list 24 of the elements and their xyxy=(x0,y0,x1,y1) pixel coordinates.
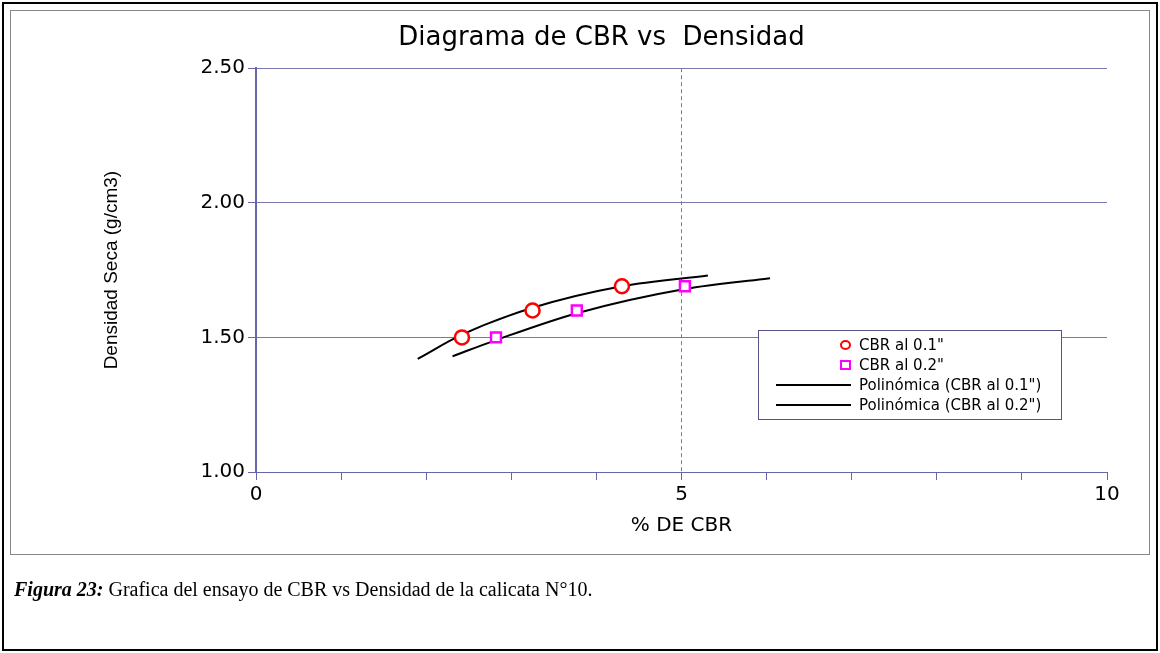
y-axis-title: Densidad Seca (g/cm3) xyxy=(99,170,121,370)
y-tick-label: 2.00 xyxy=(200,189,245,213)
x-tick-label: 5 xyxy=(675,481,688,506)
y-tick-label: 2.50 xyxy=(200,54,245,79)
point xyxy=(453,329,471,346)
text: Figura 23: xyxy=(14,578,104,600)
point xyxy=(570,304,584,317)
chart-title: Diagrama de CBR vs Densidad xyxy=(398,21,805,52)
y-tick-label: 1.50 xyxy=(200,323,245,348)
x-tick-label: 10 xyxy=(1094,481,1120,506)
point xyxy=(678,280,692,293)
legend-label: CBR al 0.2" xyxy=(859,356,944,374)
point xyxy=(489,331,503,344)
legend-label: CBR al 0.1" xyxy=(859,336,944,354)
line-series xyxy=(451,277,771,358)
point xyxy=(613,278,631,295)
x-axis-title: % DE CBR xyxy=(630,512,733,537)
legend-label: Polinómica (CBR al 0.2") xyxy=(859,396,1042,414)
point xyxy=(524,302,541,319)
x-tick-label: 0 xyxy=(249,481,263,506)
legend-label: Polinómica (CBR al 0.1") xyxy=(859,376,1042,394)
text: Grafica del ensayo de CBR vs Densidad de la calicata N°10. xyxy=(107,578,593,600)
y-tick-label: 1.00 xyxy=(200,458,245,483)
line-series xyxy=(416,274,709,360)
